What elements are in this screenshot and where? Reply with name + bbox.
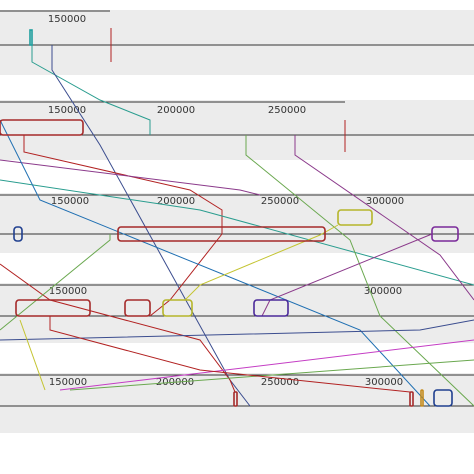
tick-label: 150000 <box>49 377 87 388</box>
blocks <box>0 29 459 407</box>
tick-label: 250000 <box>261 196 299 207</box>
tick-label: 300000 <box>365 377 403 388</box>
track-panel <box>0 193 474 253</box>
axes <box>0 10 474 407</box>
tick-label: 300000 <box>366 196 404 207</box>
track-panel <box>0 100 474 160</box>
tick-label: 200000 <box>157 105 195 116</box>
track-panel <box>0 10 474 75</box>
tick-label: 200000 <box>157 196 195 207</box>
connections <box>0 28 474 407</box>
track-panel <box>0 283 474 343</box>
tick-label: 300000 <box>364 286 402 297</box>
tick-label: 150000 <box>51 196 89 207</box>
tick-label: 150000 <box>48 14 86 25</box>
tick-label: 150000 <box>49 286 87 297</box>
tick-label: 150000 <box>48 105 86 116</box>
tick-label: 250000 <box>261 377 299 388</box>
tick-label: 250000 <box>268 105 306 116</box>
